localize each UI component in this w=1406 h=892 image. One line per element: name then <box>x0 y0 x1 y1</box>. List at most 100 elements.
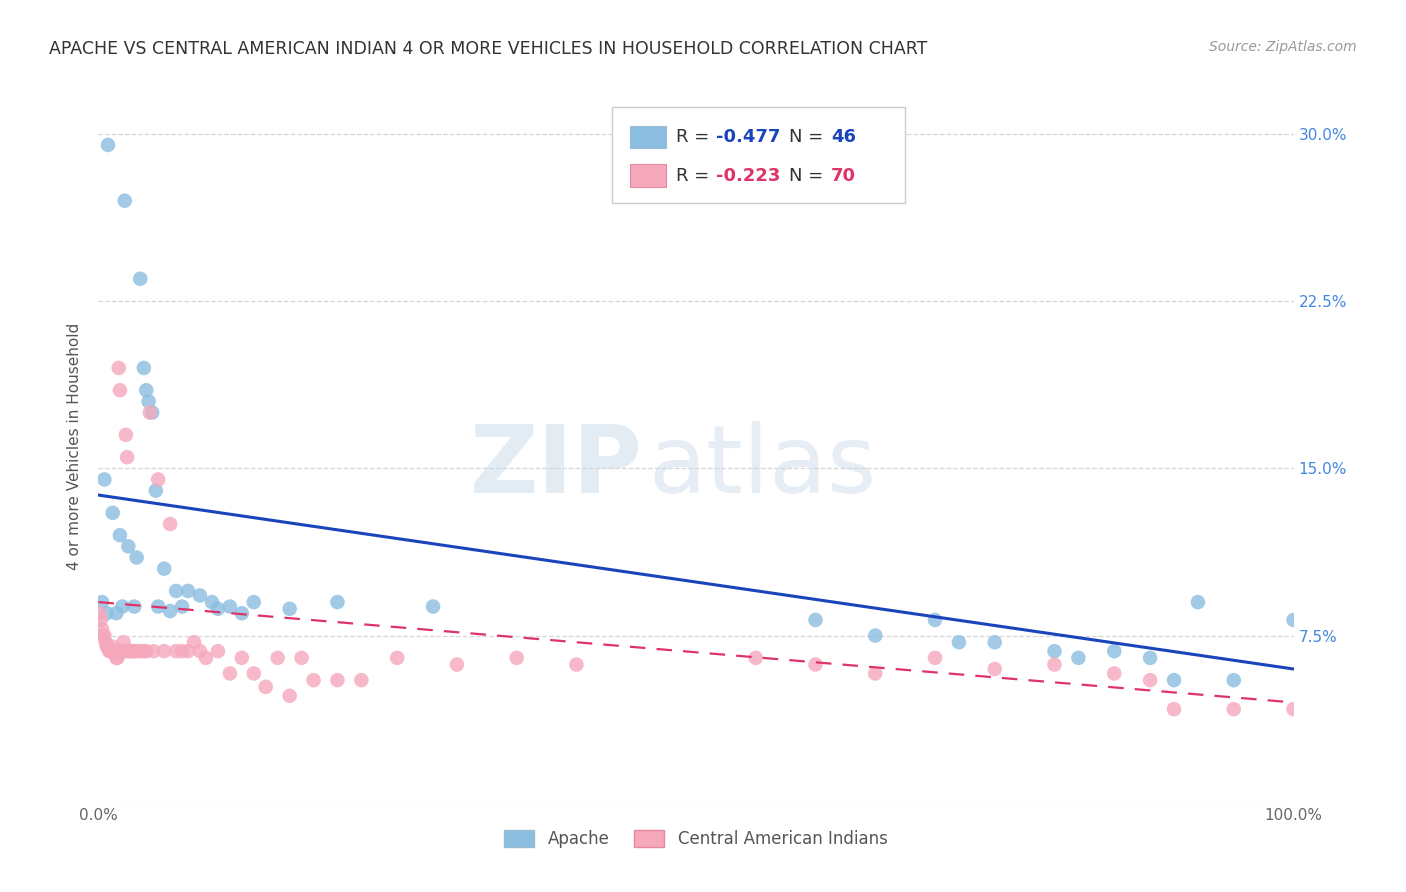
Point <box>267 651 290 665</box>
Point <box>984 635 1007 649</box>
Point <box>1067 651 1090 665</box>
Point <box>243 666 266 681</box>
Point <box>177 583 200 598</box>
Point <box>278 602 301 616</box>
Point <box>278 689 301 703</box>
Point <box>1282 613 1305 627</box>
Text: atlas: atlas <box>648 421 876 514</box>
Point <box>148 599 170 614</box>
Text: Source: ZipAtlas.com: Source: ZipAtlas.com <box>1209 40 1357 54</box>
Point <box>207 602 229 616</box>
Point <box>114 194 136 208</box>
Point <box>138 394 160 409</box>
Point <box>172 644 194 658</box>
Point <box>1163 673 1185 687</box>
Point <box>132 360 155 375</box>
Point <box>984 662 1007 676</box>
Point <box>107 651 129 665</box>
Point <box>326 673 349 687</box>
Point <box>115 450 138 464</box>
Point <box>89 607 111 621</box>
Point <box>1282 702 1305 716</box>
Point <box>141 405 163 419</box>
Text: N =: N = <box>789 128 830 146</box>
Point <box>110 644 132 658</box>
Point <box>103 644 125 658</box>
Legend: Apache, Central American Indians: Apache, Central American Indians <box>498 823 894 855</box>
Point <box>177 644 200 658</box>
Point <box>101 640 124 654</box>
Point <box>97 137 120 152</box>
Point <box>104 644 127 658</box>
Y-axis label: 4 or more Vehicles in Household: 4 or more Vehicles in Household <box>67 322 83 570</box>
Point <box>231 607 253 621</box>
Point <box>1223 702 1246 716</box>
Point <box>195 651 218 665</box>
Point <box>924 651 946 665</box>
Point <box>132 644 155 658</box>
Point <box>1187 595 1209 609</box>
FancyBboxPatch shape <box>613 107 905 203</box>
Point <box>91 595 114 609</box>
Point <box>91 628 114 642</box>
Point <box>124 644 146 658</box>
Point <box>1043 657 1066 672</box>
Point <box>254 680 277 694</box>
Point <box>159 604 181 618</box>
Point <box>125 550 148 565</box>
Point <box>231 651 253 665</box>
Point <box>422 599 444 614</box>
Point <box>98 644 122 658</box>
Point <box>93 473 115 487</box>
Point <box>91 622 114 636</box>
Point <box>1223 673 1246 687</box>
Point <box>302 673 325 687</box>
Point <box>117 644 139 658</box>
Point <box>142 644 165 658</box>
Text: -0.477: -0.477 <box>716 128 780 146</box>
Point <box>565 657 588 672</box>
Point <box>326 595 349 609</box>
Point <box>1163 702 1185 716</box>
Point <box>350 673 373 687</box>
Point <box>108 384 131 398</box>
Text: 46: 46 <box>831 128 856 146</box>
Point <box>115 427 138 442</box>
Point <box>745 651 768 665</box>
Text: ZIP: ZIP <box>470 421 643 514</box>
Point <box>1139 673 1161 687</box>
Text: APACHE VS CENTRAL AMERICAN INDIAN 4 OR MORE VEHICLES IN HOUSEHOLD CORRELATION CH: APACHE VS CENTRAL AMERICAN INDIAN 4 OR M… <box>49 40 928 58</box>
Point <box>90 613 112 627</box>
Point <box>153 562 176 576</box>
Point <box>153 644 176 658</box>
Point <box>1043 644 1066 658</box>
Point <box>243 595 266 609</box>
Point <box>1139 651 1161 665</box>
Point <box>135 384 157 398</box>
Point <box>96 607 118 621</box>
Point <box>219 666 242 681</box>
Point <box>1104 644 1126 658</box>
Point <box>948 635 970 649</box>
Point <box>148 473 170 487</box>
Point <box>101 506 124 520</box>
Point <box>188 589 211 603</box>
Point <box>804 657 827 672</box>
Point <box>124 599 146 614</box>
Point <box>94 635 117 649</box>
Point <box>183 635 205 649</box>
Point <box>207 644 229 658</box>
Point <box>172 599 194 614</box>
Point <box>135 644 157 658</box>
Point <box>291 651 314 665</box>
Point <box>118 644 141 658</box>
Point <box>865 628 887 642</box>
Point <box>446 657 468 672</box>
Point <box>93 628 115 642</box>
Text: R =: R = <box>676 167 714 185</box>
Point <box>129 271 152 285</box>
Text: N =: N = <box>789 167 830 185</box>
Point <box>105 607 128 621</box>
Point <box>804 613 827 627</box>
Point <box>188 644 211 658</box>
